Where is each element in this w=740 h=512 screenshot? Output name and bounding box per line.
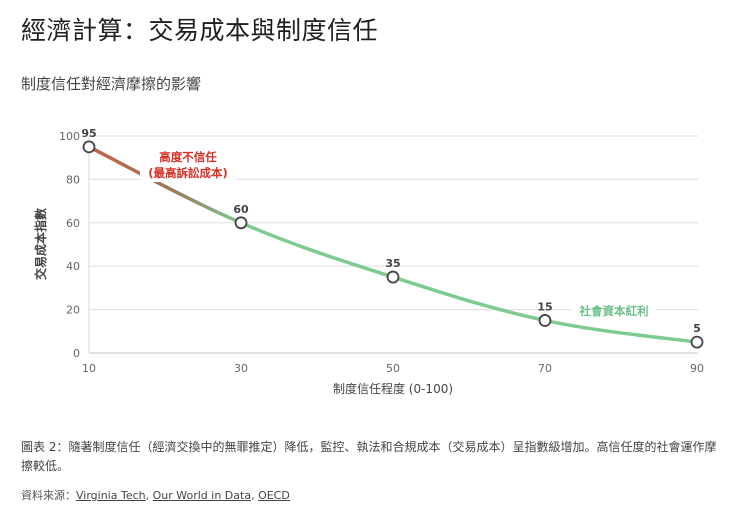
source-label: 資料來源： [21,489,76,502]
data-label: 95 [81,127,96,140]
y-tick-label: 20 [66,304,80,317]
data-point-marker[interactable] [82,140,96,154]
y-tick-label: 100 [59,130,80,143]
source-link-virginia-tech[interactable]: Virginia Tech [76,489,146,502]
annotation-social-capital: 社會資本紅利 [579,304,649,318]
x-tick-label: 70 [538,362,552,375]
y-axis-ticks: 0 20 40 60 80 100 [59,130,80,360]
x-axis-label: 制度信任程度 (0-100) [333,381,453,396]
data-point-marker[interactable] [690,335,704,349]
source-line: 資料來源：Virginia Tech, Our World in Data, O… [21,489,290,502]
x-tick-label: 10 [82,362,96,375]
chart-subtitle: 制度信任對經濟摩擦的影響 [21,75,202,93]
y-axis-label: 交易成本指數 [33,208,48,280]
data-point-marker[interactable] [386,270,400,284]
page-title: 經濟計算：交易成本與制度信任 [21,16,379,45]
data-point-marker[interactable] [538,314,552,327]
data-label: 5 [693,322,701,335]
data-label: 60 [233,203,249,216]
source-link-our-world-in-data[interactable]: Our World in Data [152,489,252,502]
y-tick-label: 0 [73,347,80,360]
x-tick-label: 30 [234,362,248,375]
data-label: 35 [385,257,400,270]
line-chart: 0 20 40 60 80 100 10 30 50 70 90 95 60 35 15 5 高度不信任 (… [33,127,704,396]
data-point-marker[interactable] [234,216,248,230]
x-axis-ticks: 10 30 50 70 90 [82,362,704,375]
x-tick-label: 90 [690,362,704,375]
annotation-high-litigation: (最高訴訟成本) [148,166,228,180]
figure-caption: 圖表 2：隨著制度信任（經濟交換中的無罪推定）降低，監控、執法和合規成本（交易成… [21,440,717,473]
x-tick-label: 50 [386,362,400,375]
data-label: 15 [537,300,552,313]
y-tick-label: 80 [66,173,80,186]
data-markers: 95 60 35 15 5 [81,127,704,349]
annotations: 高度不信任 (最高訴訟成本) 社會資本紅利 [140,148,656,318]
annotation-high-distrust: 高度不信任 [159,150,217,164]
source-link-oecd[interactable]: OECD [258,489,290,502]
y-tick-label: 60 [66,217,80,230]
y-tick-label: 40 [66,260,80,273]
